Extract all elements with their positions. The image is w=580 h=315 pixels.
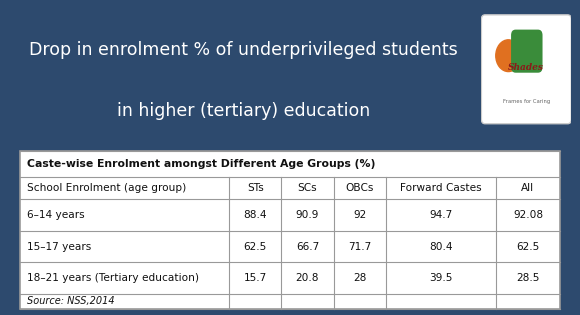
Text: 92: 92 <box>353 210 366 220</box>
Text: 28.5: 28.5 <box>516 273 539 283</box>
Text: 94.7: 94.7 <box>429 210 452 220</box>
Text: Drop in enrolment % of underprivileged students: Drop in enrolment % of underprivileged s… <box>29 41 458 59</box>
Text: SCs: SCs <box>298 183 317 193</box>
Circle shape <box>496 40 521 72</box>
Text: 15–17 years: 15–17 years <box>27 242 91 251</box>
Text: 71.7: 71.7 <box>348 242 371 251</box>
Text: STs: STs <box>247 183 263 193</box>
FancyBboxPatch shape <box>481 15 571 124</box>
Text: OBCs: OBCs <box>346 183 374 193</box>
Text: 90.9: 90.9 <box>296 210 319 220</box>
Text: 6–14 years: 6–14 years <box>27 210 84 220</box>
Text: Caste-wise Enrolment amongst Different Age Groups (%): Caste-wise Enrolment amongst Different A… <box>27 159 375 169</box>
Text: 15.7: 15.7 <box>244 273 267 283</box>
Text: 20.8: 20.8 <box>296 273 319 283</box>
Text: 92.08: 92.08 <box>513 210 543 220</box>
Text: 62.5: 62.5 <box>244 242 267 251</box>
Text: Source: NSS,2014: Source: NSS,2014 <box>27 296 114 306</box>
Text: School Enrolment (age group): School Enrolment (age group) <box>27 183 186 193</box>
Text: 66.7: 66.7 <box>296 242 319 251</box>
Text: Frames for Caring: Frames for Caring <box>503 99 550 104</box>
Text: Forward Castes: Forward Castes <box>400 183 482 193</box>
Text: 18–21 years (Tertiary education): 18–21 years (Tertiary education) <box>27 273 199 283</box>
Text: 88.4: 88.4 <box>244 210 267 220</box>
Text: Shades: Shades <box>508 63 545 72</box>
Text: All: All <box>521 183 535 193</box>
Text: 28: 28 <box>353 273 367 283</box>
Text: in higher (tertiary) education: in higher (tertiary) education <box>117 102 370 120</box>
Text: 80.4: 80.4 <box>429 242 452 251</box>
FancyBboxPatch shape <box>511 30 542 73</box>
Text: 39.5: 39.5 <box>429 273 452 283</box>
Text: 62.5: 62.5 <box>516 242 539 251</box>
